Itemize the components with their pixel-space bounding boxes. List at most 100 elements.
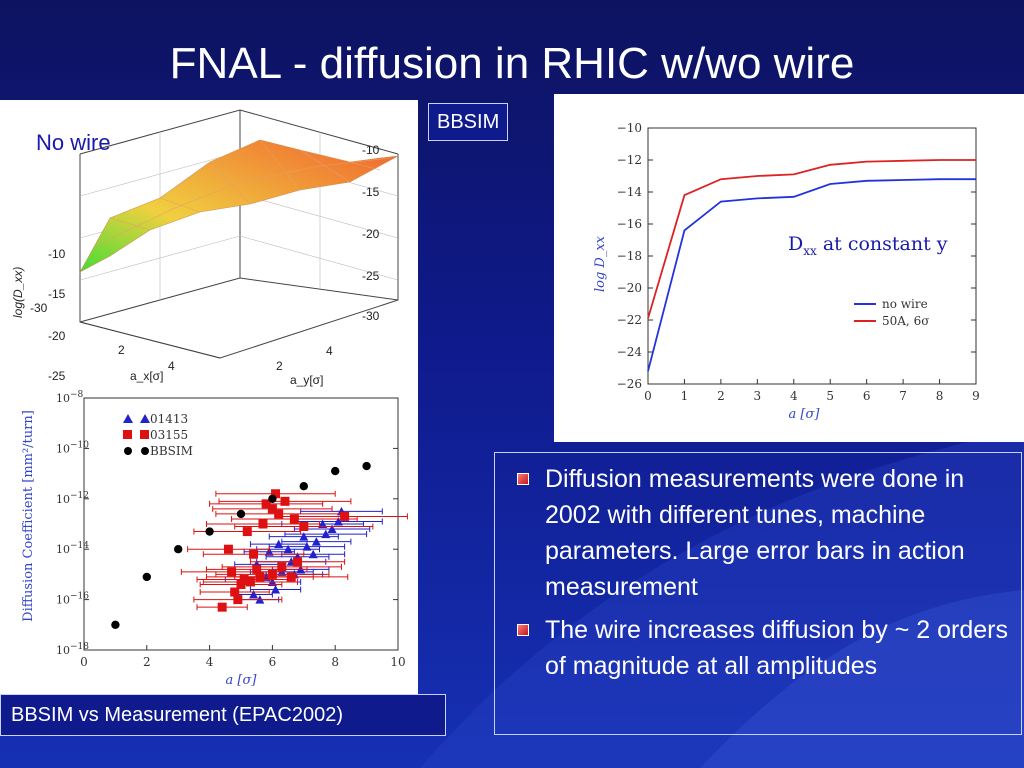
scatter-points-group xyxy=(111,461,408,629)
bullet-item: The wire increases diffusion by ~ 2 orde… xyxy=(507,612,1013,684)
data-point-triangle xyxy=(308,549,318,559)
data-point-triangle xyxy=(283,544,293,554)
y-tick-label: −16 xyxy=(617,217,642,231)
x-tick-label: 2 xyxy=(717,389,725,403)
data-point-circle xyxy=(174,545,183,554)
data-point-square xyxy=(245,577,255,587)
y-tick-label: −20 xyxy=(617,281,642,295)
x-tick-label: 6 xyxy=(269,655,277,669)
z-tick: -20 xyxy=(48,329,66,343)
data-point-triangle xyxy=(311,537,321,546)
y-tick-label: −18 xyxy=(617,249,642,263)
scatter-frame xyxy=(83,397,399,651)
y-tick-label: 10−8 xyxy=(56,390,84,405)
legend-marker-03155 xyxy=(123,430,132,439)
z-tick: -20 xyxy=(362,227,380,241)
x-tick-label: 5 xyxy=(826,389,834,403)
scatter-legend: 01413 03155 BBSIM xyxy=(123,412,193,458)
surface-y-axis-label: a_y[σ] xyxy=(290,373,323,387)
bullet-item: Diffusion measurements were done in 2002… xyxy=(507,461,1013,605)
data-point-square xyxy=(299,522,309,532)
data-point-square xyxy=(242,527,252,537)
data-point-square xyxy=(267,569,277,579)
data-point-square xyxy=(293,557,303,567)
data-point-square xyxy=(258,519,268,529)
data-point-circle xyxy=(142,572,151,582)
legend-label-50a: 50A, 6σ xyxy=(882,314,929,328)
legend-marker-01413 xyxy=(140,414,150,423)
data-point-square xyxy=(286,572,296,582)
legend-label-03155: 03155 xyxy=(150,428,188,442)
bullet-box: Diffusion measurements were done in 2002… xyxy=(494,452,1022,735)
y-tick-label: −26 xyxy=(617,377,642,391)
surface-z-ticks-left: -10 -15 -20 -25 xyxy=(48,247,66,383)
x-tick-label: 3 xyxy=(754,389,762,403)
surface-z-tick-bottom: -30 xyxy=(30,301,48,315)
z-tick: -25 xyxy=(362,269,380,283)
x-tick-label: 8 xyxy=(936,389,944,403)
figure-caption: BBSIM vs Measurement (EPAC2002) xyxy=(0,694,446,736)
dxx-annotation: Dxx at constant y xyxy=(788,233,948,258)
x-tick-label: 6 xyxy=(863,389,871,403)
x-tick-label: 1 xyxy=(681,389,689,403)
x-tick: 4 xyxy=(168,359,175,373)
y-tick-label: −22 xyxy=(617,313,642,327)
no-wire-label: No wire xyxy=(36,130,111,155)
x-tick-label: 0 xyxy=(80,655,88,669)
z-tick: -10 xyxy=(48,247,66,261)
data-point-square xyxy=(274,509,284,519)
data-point-square xyxy=(239,574,249,584)
x-tick-label: 4 xyxy=(206,655,214,669)
data-point-triangle xyxy=(249,590,259,599)
bbsim-box-label: BBSIM xyxy=(428,103,509,141)
line-chart-panel: −10 −12 −14 −16 −18 −20 −22 −24 −26 0 1 2 3 4 5 6 7 8 9 a… xyxy=(554,94,1024,442)
data-point-circle xyxy=(111,620,120,629)
legend-label-bbsim: BBSIM xyxy=(150,444,193,458)
y-tick-exponent: −18 xyxy=(70,642,89,652)
surface-z-ticks-right: -10 -15 -20 -25 -30 xyxy=(362,143,380,323)
legend-marker-03155 xyxy=(140,430,149,439)
data-point-square xyxy=(277,562,287,572)
y-tick-exponent: −10 xyxy=(70,440,89,450)
data-point-triangle xyxy=(321,529,331,539)
legend-marker-01413 xyxy=(123,414,133,423)
x-tick: 2 xyxy=(118,343,125,357)
data-point-square xyxy=(236,579,246,589)
data-point-triangle xyxy=(299,532,309,541)
z-tick: -25 xyxy=(48,369,66,383)
data-point-square xyxy=(267,504,277,514)
y-tick-exponent: −14 xyxy=(70,541,89,551)
data-point-square xyxy=(252,564,262,574)
z-tick: -15 xyxy=(362,185,380,199)
x-tick-label: 2 xyxy=(143,655,151,669)
data-point-square xyxy=(261,499,271,509)
bullet-list: Diffusion measurements were done in 2002… xyxy=(507,461,1013,684)
data-point-square xyxy=(271,489,281,499)
y-tick-exponent: −16 xyxy=(70,592,89,602)
scatter-y-axis-label: Diffusion Coefficient [mm²/turn] xyxy=(21,410,36,622)
data-point-circle xyxy=(236,509,246,519)
surface-plot-panel: -10 -15 -20 -25 -10 -15 -20 -25 -30 -30 … xyxy=(0,100,418,390)
bullet-square-icon xyxy=(517,624,529,636)
surface-axes-box xyxy=(79,109,399,359)
data-point-circle xyxy=(268,494,277,503)
data-point-square xyxy=(280,496,290,506)
scatter-x-ticks: 0 2 4 6 8 10 xyxy=(80,645,406,669)
scatter-x-axis-label: a [σ] xyxy=(226,673,258,688)
z-tick: -15 xyxy=(48,287,66,301)
y-tick-label: −24 xyxy=(617,345,643,359)
legend-marker-bbsim xyxy=(141,447,149,455)
surface-y-ticks: 2 4 xyxy=(276,344,333,373)
data-point-triangle xyxy=(333,516,343,526)
x-tick-label: 4 xyxy=(790,389,798,403)
scatter-chart-panel: 10−8 10−10 10−12 10−14 10−16 10−18 0 2 4 6 8 10 a … xyxy=(0,390,418,696)
data-point-square xyxy=(227,567,237,577)
y-tick-label: −14 xyxy=(617,185,643,199)
x-tick-label: 7 xyxy=(899,389,907,403)
line-x-ticks: 0 1 2 3 4 5 6 7 8 9 xyxy=(644,379,980,403)
z-tick: -30 xyxy=(362,309,380,323)
line-chart: −10 −12 −14 −16 −18 −20 −22 −24 −26 0 1 2 3 4 5 6 7 8 9 a… xyxy=(593,121,980,422)
legend-marker-bbsim xyxy=(124,447,132,455)
surface-z-axis-label: log(D_xx) xyxy=(11,267,25,318)
series-line xyxy=(647,159,976,319)
